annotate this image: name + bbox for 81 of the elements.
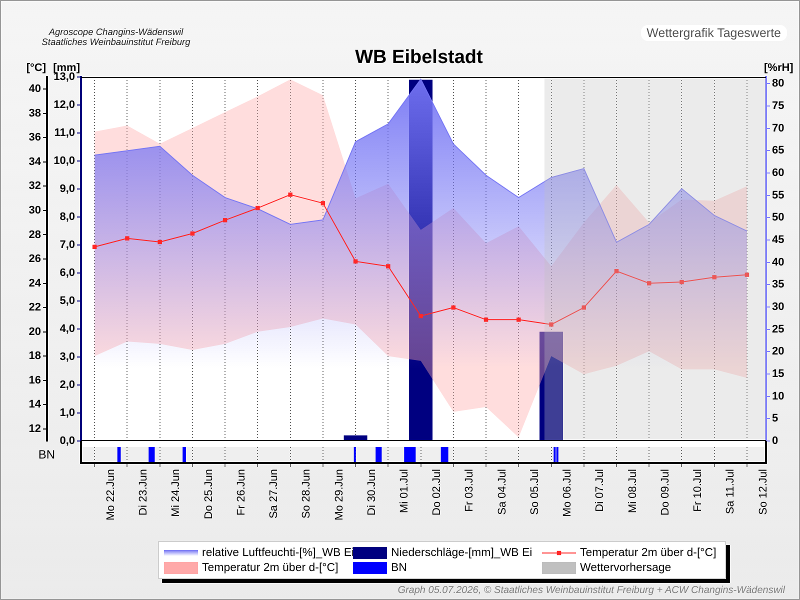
y3-tick-label: 38 (28, 107, 41, 120)
y-tick-label: 4,0 (60, 323, 75, 336)
x-tick-label: Do 25.Jun (202, 469, 215, 520)
y-tick-label: 0,0 (60, 435, 75, 448)
y-tick-label: 9,0 (60, 183, 75, 196)
y2-tick-label: 60 (772, 167, 784, 180)
y-tick-label: 8,0 (60, 211, 75, 224)
y3-tick-label: 18 (28, 350, 41, 362)
x-tick-label: Sa 11.Jul (724, 469, 737, 514)
y3-tick-label: 34 (28, 156, 42, 168)
y-axis-title: BN (38, 447, 55, 462)
y3-tick-label: 30 (28, 204, 41, 216)
y3-tick-label: 12 (28, 422, 41, 435)
y2-tick-label: 20 (772, 346, 784, 358)
x-tick-label: Mi 08.Jul (626, 469, 639, 514)
text: BN (391, 562, 407, 574)
legend-label: Temperatur 2m über d-[°C] (580, 546, 716, 558)
y3-axis-title: [°C] (26, 62, 46, 74)
text: Staatliches Weinbauinstitut Freiburg (40, 36, 192, 47)
x-tick-label: Mi 24.Jun (170, 469, 182, 517)
y2-tick-label: 70 (772, 122, 784, 134)
y3-tick-label: 16 (28, 374, 41, 386)
caption: Graph 05.07.2026, © Staatliches Weinbauinstitut Freiburg + ACW Changins-Wädenswil (398, 585, 785, 596)
y2-axis-title: [%rH] (764, 62, 794, 74)
y2-tick-label: 10 (772, 390, 784, 402)
y3-tick-label: 20 (28, 326, 41, 338)
y3-tick-label: 40 (28, 83, 41, 96)
y3-tick-label: 36 (28, 132, 41, 144)
x-tick-label: So 12.Jul (757, 469, 770, 515)
y2-tick-label: 75 (772, 100, 784, 112)
chart-subtitle: Wettergrafik Tageswerte (640, 25, 787, 41)
x-tick-label: Mo 22.Jun (104, 469, 117, 520)
chart-title: WB Eibelstadt (355, 47, 483, 68)
y-tick-label: 5,0 (60, 295, 75, 308)
x-tick-label: Fr 10.Jul (692, 469, 704, 512)
text: Temperatur 2m über d-[°C] (202, 562, 338, 574)
y3-tick-label: 26 (28, 253, 41, 266)
y3-tick-label: 14 (28, 398, 42, 411)
y2-tick-label: 0 (772, 435, 778, 448)
x-tick-label: Di 30.Jun (366, 469, 378, 516)
x-tick-label: Sa 27.Jun (268, 469, 280, 519)
y-tick-label: 10,0 (54, 155, 75, 168)
y2-tick-label: 40 (772, 256, 784, 268)
y2-tick-label: 25 (772, 323, 784, 336)
legend-label: Niederschläge-[mm]_WB Ei (391, 546, 532, 558)
y2-tick-label: 80 (772, 78, 784, 90)
y2-tick-label: 35 (772, 278, 784, 291)
y-tick-label: 2,0 (60, 379, 75, 392)
x-tick-label: Mo 29.Jun (333, 469, 346, 520)
y2-tick-label: 65 (772, 144, 784, 157)
y3-tick-label: 28 (28, 228, 41, 241)
x-tick-label: Mo 06.Jul (562, 469, 574, 517)
y-tick-label: 12,0 (54, 99, 75, 112)
y-tick-label: 11,0 (54, 127, 75, 140)
y-tick-label: 3,0 (60, 351, 75, 364)
y-tick-label: 6,0 (60, 267, 75, 280)
y3-tick-label: 32 (28, 180, 41, 192)
x-tick-label: Fr 26.Jun (235, 469, 248, 516)
x-tick-label: Do 09.Jul (659, 469, 672, 516)
x-tick-label: Di 07.Jul (594, 469, 606, 512)
y-axis-title: [mm] (53, 62, 80, 74)
y2-tick-label: 50 (772, 212, 784, 224)
y3-tick-label: 22 (28, 302, 41, 314)
y2-tick-label: 15 (772, 368, 784, 380)
x-tick-label: Mi 01.Jul (398, 469, 411, 514)
y2-tick-label: 30 (772, 301, 784, 314)
legend-label: Wettervorhersage (580, 562, 672, 574)
x-tick-label: So 05.Jul (528, 469, 541, 515)
x-tick-label: Di 23.Jun (138, 469, 150, 516)
x-tick-label: Fr 03.Jul (464, 469, 476, 512)
y3-tick-label: 24 (28, 277, 42, 290)
x-tick-label: So 28.Jun (300, 469, 313, 519)
text: Agroscope Changins-Wädenswil (48, 27, 184, 38)
y-tick-label: 13,0 (54, 71, 75, 84)
y2-tick-label: 55 (772, 189, 784, 202)
y2-tick-label: 5 (772, 412, 778, 425)
y2-tick-label: 45 (772, 234, 784, 246)
y-tick-label: 1,0 (60, 407, 75, 420)
x-tick-label: Sa 04.Jul (496, 469, 508, 515)
x-tick-label: Do 02.Jul (431, 469, 444, 516)
y-tick-label: 7,0 (60, 239, 75, 252)
